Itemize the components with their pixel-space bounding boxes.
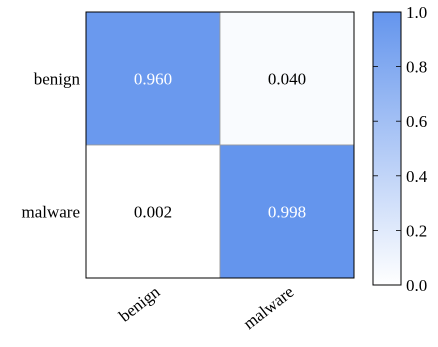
x-tick-label: benign (115, 282, 164, 326)
colorbar-tick-label: 0.0 (406, 276, 427, 295)
heatmap-cells (85, 11, 355, 279)
x-axis: benign malware (115, 282, 297, 333)
heatmap-cell-malware-benign (85, 144, 221, 279)
y-axis: benign malware (21, 70, 80, 222)
cell-value-label: 0.998 (268, 203, 306, 222)
colorbar-tick-label: 0.8 (406, 58, 427, 77)
colorbar: 0.0 0.2 0.4 0.6 0.8 1.0 (372, 3, 428, 295)
cell-value-labels: 0.960 0.040 0.002 0.998 (134, 70, 306, 222)
colorbar-gradient (372, 11, 402, 286)
y-tick-label: benign (34, 70, 81, 89)
cell-value-label: 0.040 (268, 70, 306, 89)
cell-value-label: 0.960 (134, 70, 172, 89)
cell-value-label: 0.002 (134, 203, 172, 222)
colorbar-tick-label: 0.6 (406, 112, 427, 131)
heatmap-cell-benign-malware (219, 11, 355, 146)
heatmap-cell-benign-benign (85, 11, 221, 146)
x-tick-label: malware (240, 282, 298, 333)
colorbar-tick-label: 0.4 (406, 167, 428, 186)
heatmap-cell-malware-malware (219, 144, 355, 279)
y-tick-label: malware (21, 203, 80, 222)
colorbar-tick-label: 1.0 (406, 3, 427, 22)
heatmap-frame (85, 11, 355, 279)
colorbar-tick-label: 0.2 (406, 221, 427, 240)
